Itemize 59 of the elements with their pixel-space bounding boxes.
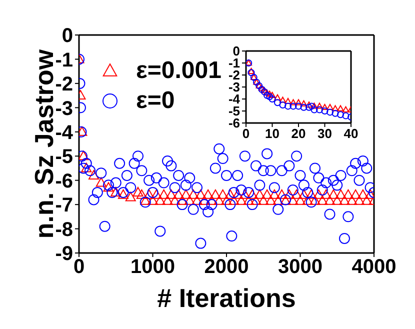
y-tick-label: -6	[55, 170, 73, 192]
point	[306, 104, 312, 111]
point	[308, 102, 316, 110]
point	[264, 92, 270, 99]
x-tick-label: 4000	[352, 256, 396, 278]
x-tick-label: 1000	[130, 256, 175, 278]
y-tick-label: -2	[55, 74, 73, 96]
point	[300, 104, 308, 111]
y-tick-label: -4	[55, 122, 74, 144]
x-tick-label: 2000	[204, 256, 249, 278]
point	[268, 96, 276, 102]
x-tick-label: 10	[265, 126, 280, 142]
point	[248, 69, 255, 76]
point	[290, 102, 297, 110]
y-tick-label: -9	[55, 243, 73, 266]
point	[248, 68, 255, 74]
x-tick-label: 3000	[278, 256, 322, 278]
point	[342, 112, 350, 120]
point	[316, 106, 323, 114]
x-tick-label: 30	[318, 126, 332, 142]
point	[321, 104, 328, 110]
point	[332, 110, 339, 117]
y-tick-label: -1	[55, 49, 73, 72]
point	[316, 102, 323, 109]
legend-label: ε=0.001	[136, 57, 222, 85]
point	[332, 105, 339, 112]
point	[337, 111, 344, 118]
point	[279, 102, 286, 108]
point	[337, 105, 344, 112]
y-tick-label: -3	[55, 98, 73, 120]
y-tick-label: -8	[55, 218, 73, 241]
point	[274, 99, 281, 106]
point	[274, 94, 281, 100]
point	[310, 102, 318, 109]
y-tick-label: 0	[62, 25, 73, 48]
x-tick-label: 0	[242, 126, 250, 142]
legend-label: ε=0	[136, 87, 175, 115]
point	[268, 92, 276, 98]
x-tick-label: 20	[291, 126, 306, 142]
point	[284, 102, 292, 110]
point	[279, 96, 286, 103]
point	[310, 106, 318, 114]
y-tick-label: -5	[55, 146, 73, 168]
point	[295, 102, 302, 110]
x-axis-title: # Iterations	[157, 283, 296, 313]
point	[300, 100, 308, 106]
y-tick-label: -7	[55, 194, 73, 217]
point	[266, 93, 274, 100]
point	[264, 90, 270, 96]
point	[342, 106, 350, 112]
point	[295, 99, 302, 106]
point	[290, 99, 297, 106]
point	[266, 90, 273, 97]
x-tick-label: 40	[344, 126, 358, 142]
point	[326, 108, 334, 116]
point	[321, 108, 328, 114]
point	[326, 104, 334, 110]
point	[284, 98, 292, 104]
point	[306, 102, 312, 108]
